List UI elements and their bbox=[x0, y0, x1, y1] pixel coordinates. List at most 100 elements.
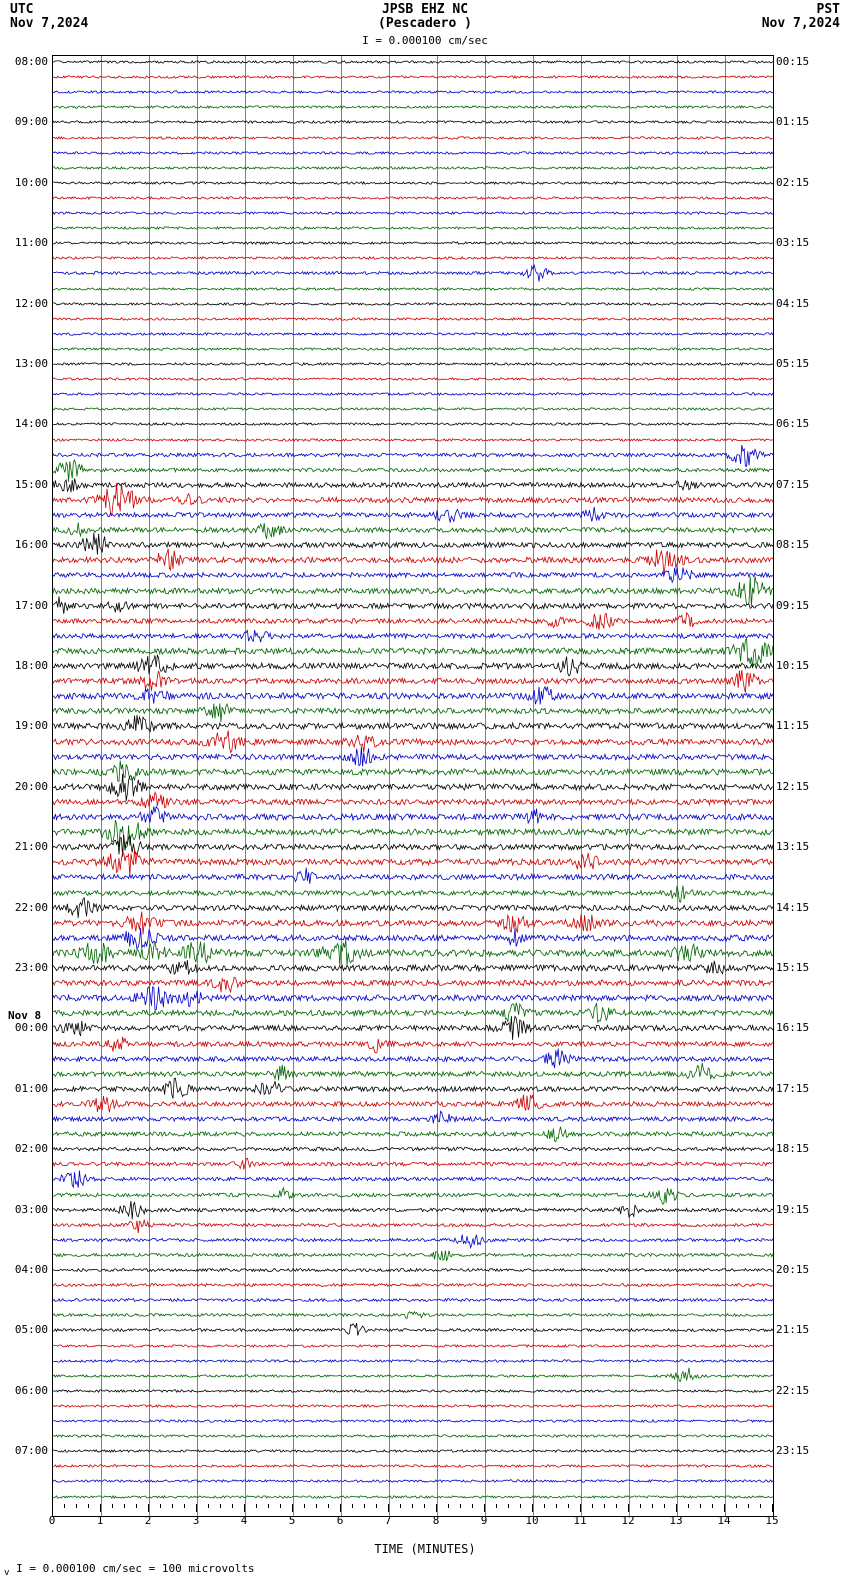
x-tick-minor bbox=[256, 1504, 257, 1508]
x-tick-minor bbox=[472, 1504, 473, 1508]
pst-time-label: 19:15 bbox=[776, 1203, 816, 1216]
utc-time-label: 08:00 bbox=[8, 55, 48, 68]
x-tick-minor bbox=[592, 1504, 593, 1508]
pst-time-label: 17:15 bbox=[776, 1082, 816, 1095]
pst-time-label: 00:15 bbox=[776, 55, 816, 68]
pst-time-label: 06:15 bbox=[776, 417, 816, 430]
utc-time-label: 04:00 bbox=[8, 1263, 48, 1276]
x-tick bbox=[628, 1504, 629, 1512]
x-tick-minor bbox=[760, 1504, 761, 1508]
x-tick-label: 3 bbox=[193, 1514, 200, 1527]
x-tick-minor bbox=[424, 1504, 425, 1508]
utc-time-label: 02:00 bbox=[8, 1142, 48, 1155]
x-tick-minor bbox=[736, 1504, 737, 1508]
pst-time-label: 04:15 bbox=[776, 297, 816, 310]
pst-time-label: 10:15 bbox=[776, 659, 816, 672]
x-tick-minor bbox=[604, 1504, 605, 1508]
utc-time-label: 12:00 bbox=[8, 297, 48, 310]
x-tick bbox=[388, 1504, 389, 1512]
utc-time-label: 13:00 bbox=[8, 357, 48, 370]
pst-time-label: 01:15 bbox=[776, 115, 816, 128]
x-tick-label: 7 bbox=[385, 1514, 392, 1527]
x-tick-minor bbox=[544, 1504, 545, 1508]
pst-time-label: 22:15 bbox=[776, 1384, 816, 1397]
pst-label: PST bbox=[817, 2, 840, 17]
x-tick-minor bbox=[352, 1504, 353, 1508]
x-tick-label: 15 bbox=[765, 1514, 778, 1527]
utc-time-label: 15:00 bbox=[8, 478, 48, 491]
utc-time-label: 21:00 bbox=[8, 840, 48, 853]
x-tick bbox=[340, 1504, 341, 1512]
x-tick-minor bbox=[616, 1504, 617, 1508]
x-tick-label: 11 bbox=[573, 1514, 586, 1527]
utc-time-label: 01:00 bbox=[8, 1082, 48, 1095]
pst-time-label: 12:15 bbox=[776, 780, 816, 793]
x-tick-minor bbox=[124, 1504, 125, 1508]
station-location: (Pescadero ) bbox=[378, 16, 472, 31]
x-axis-title: TIME (MINUTES) bbox=[374, 1542, 475, 1556]
x-tick-minor bbox=[712, 1504, 713, 1508]
x-tick bbox=[724, 1504, 725, 1512]
x-tick-minor bbox=[160, 1504, 161, 1508]
x-tick-label: 13 bbox=[669, 1514, 682, 1527]
x-tick-minor bbox=[748, 1504, 749, 1508]
x-tick-label: 14 bbox=[717, 1514, 730, 1527]
utc-time-label: 18:00 bbox=[8, 659, 48, 672]
utc-time-label: 00:00 bbox=[8, 1021, 48, 1034]
x-tick-minor bbox=[280, 1504, 281, 1508]
x-tick bbox=[772, 1504, 773, 1512]
x-tick bbox=[148, 1504, 149, 1512]
x-tick-minor bbox=[376, 1504, 377, 1508]
utc-time-label: 03:00 bbox=[8, 1203, 48, 1216]
x-tick bbox=[676, 1504, 677, 1512]
x-tick-minor bbox=[400, 1504, 401, 1508]
x-tick-minor bbox=[220, 1504, 221, 1508]
x-tick-label: 5 bbox=[289, 1514, 296, 1527]
x-tick-minor bbox=[364, 1504, 365, 1508]
x-tick-minor bbox=[412, 1504, 413, 1508]
x-tick-minor bbox=[448, 1504, 449, 1508]
x-tick-minor bbox=[640, 1504, 641, 1508]
utc-time-label: 10:00 bbox=[8, 176, 48, 189]
plot-area bbox=[52, 55, 774, 1517]
pst-time-label: 14:15 bbox=[776, 901, 816, 914]
utc-time-label: 14:00 bbox=[8, 417, 48, 430]
pst-time-label: 21:15 bbox=[776, 1323, 816, 1336]
utc-time-label: 09:00 bbox=[8, 115, 48, 128]
utc-time-label: 05:00 bbox=[8, 1323, 48, 1336]
x-tick-minor bbox=[136, 1504, 137, 1508]
x-tick-minor bbox=[460, 1504, 461, 1508]
pst-date: Nov 7,2024 bbox=[762, 16, 840, 31]
x-tick-label: 6 bbox=[337, 1514, 344, 1527]
pst-time-label: 11:15 bbox=[776, 719, 816, 732]
utc-date: Nov 7,2024 bbox=[10, 16, 88, 31]
utc-time-label: 23:00 bbox=[8, 961, 48, 974]
x-tick-minor bbox=[688, 1504, 689, 1508]
x-tick-minor bbox=[316, 1504, 317, 1508]
pst-time-label: 20:15 bbox=[776, 1263, 816, 1276]
x-tick-minor bbox=[304, 1504, 305, 1508]
x-tick-minor bbox=[556, 1504, 557, 1508]
x-tick-minor bbox=[208, 1504, 209, 1508]
pst-time-label: 02:15 bbox=[776, 176, 816, 189]
pst-time-label: 09:15 bbox=[776, 599, 816, 612]
x-tick-label: 1 bbox=[97, 1514, 104, 1527]
utc-time-label: 20:00 bbox=[8, 780, 48, 793]
x-tick-minor bbox=[652, 1504, 653, 1508]
x-tick-minor bbox=[520, 1504, 521, 1508]
x-tick-label: 12 bbox=[621, 1514, 634, 1527]
utc-time-label: 06:00 bbox=[8, 1384, 48, 1397]
x-tick bbox=[292, 1504, 293, 1512]
pst-time-label: 18:15 bbox=[776, 1142, 816, 1155]
utc-time-label: 11:00 bbox=[8, 236, 48, 249]
x-tick-label: 8 bbox=[433, 1514, 440, 1527]
utc-time-label: 22:00 bbox=[8, 901, 48, 914]
pst-time-label: 03:15 bbox=[776, 236, 816, 249]
pst-time-label: 16:15 bbox=[776, 1021, 816, 1034]
pst-time-label: 13:15 bbox=[776, 840, 816, 853]
utc-time-label: 19:00 bbox=[8, 719, 48, 732]
x-tick-label: 0 bbox=[49, 1514, 56, 1527]
x-tick-minor bbox=[568, 1504, 569, 1508]
x-tick-minor bbox=[232, 1504, 233, 1508]
x-tick-minor bbox=[88, 1504, 89, 1508]
